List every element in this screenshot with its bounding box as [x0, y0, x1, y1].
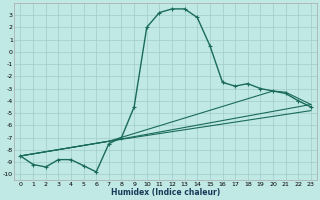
X-axis label: Humidex (Indice chaleur): Humidex (Indice chaleur)	[111, 188, 220, 197]
